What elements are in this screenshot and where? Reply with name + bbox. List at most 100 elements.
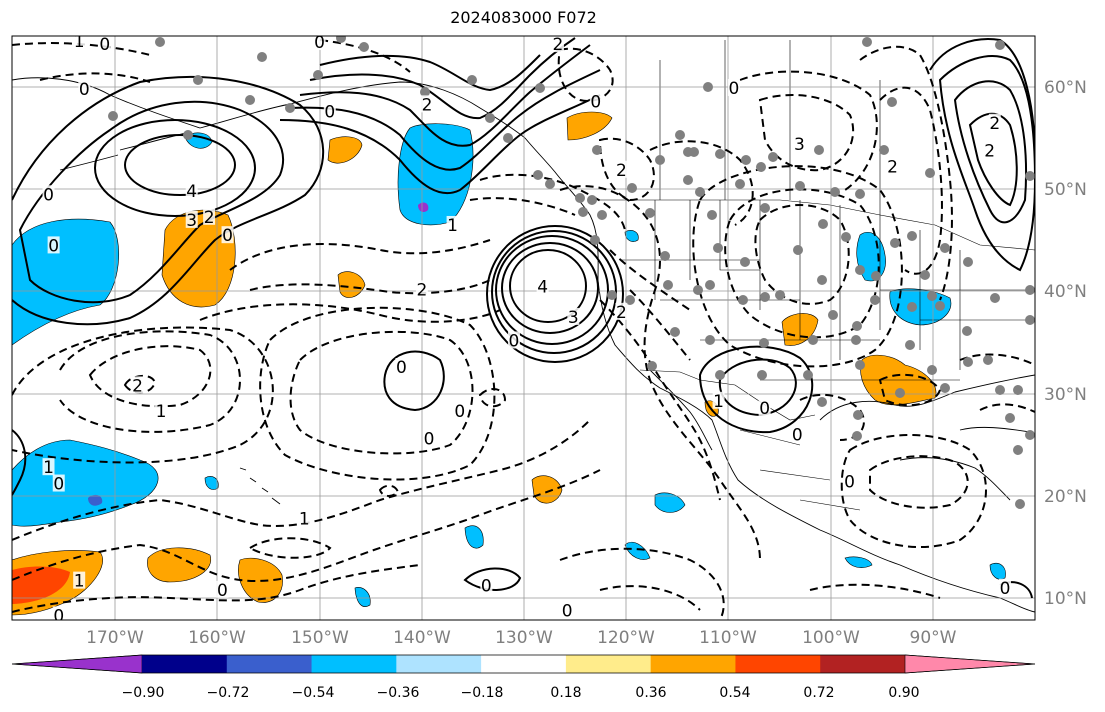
contour-label: 2 [616,161,627,181]
lat-label: 20°N [1044,487,1087,507]
colorbar-tick-label: 0.72 [803,685,834,701]
colorbar: −0.90 −0.72 −0.54 −0.36 −0.18 0.18 0.36 … [11,654,1036,701]
shade-orange-region [327,136,363,164]
contour-neg-coast [479,173,626,231]
colorbar-cell [735,655,821,673]
contour-label: 4 [186,182,197,202]
contour-label: 0 [1000,579,1011,599]
colorbar-cell [650,655,736,673]
shade-blue-region [654,492,686,513]
colorbar-tick-label: −0.36 [377,685,420,701]
contour-label: 0 [314,33,325,53]
contour-label-bg [415,280,428,298]
contour-label-bg [999,578,1012,596]
contour-label: 0 [53,475,64,495]
contour-label: 0 [844,472,855,492]
contour-label: 2 [132,376,143,396]
contour-label: 1 [74,572,85,592]
contour-neg-south [809,583,941,599]
contour-label: 1 [713,392,724,412]
contour-high-alaska [18,100,285,304]
contour-neg-north [39,72,151,83]
state-borders [620,200,1035,381]
contour-label-bg [78,80,91,98]
colorbar-outline [11,654,1036,674]
contour-label-bg [155,401,168,419]
contour-neg-north [319,39,411,73]
contour-neg-gulf [869,455,969,509]
contour-label: 1 [74,32,85,52]
contour-neg-coast [599,299,721,501]
contour-label-bg [42,458,55,476]
contour-label: 0 [792,425,803,445]
shade-blue-region [844,556,873,568]
lon-label: 110°W [699,628,757,648]
shade-blue-region [624,230,639,242]
contour-label-bg [203,207,216,225]
contour-jet-band [309,37,576,120]
shade-blue-region [464,525,484,549]
contour-neg-gulf [878,373,942,407]
contour-label-bg [98,36,111,53]
contour-label: 2 [416,280,427,300]
contour-label: 0 [729,79,740,99]
contour-jet-band [289,69,601,171]
contour-label-bg [423,429,436,447]
colorbar-tick-label: −0.54 [292,685,335,701]
colorbar-tick-label: 0.18 [550,685,581,701]
contour-label-bg [843,472,856,490]
contour-label: 0 [481,577,492,597]
colorbar-cells [11,654,1036,674]
contour-label: 0 [79,80,90,100]
hawaii-islands [239,467,281,505]
contour-neg-west [248,537,332,559]
contour-label-bg [886,157,899,175]
shade-purple-spot [418,202,429,213]
contour-label-bg [47,236,60,254]
contour-label: 0 [48,236,59,256]
contour-label-bg [73,36,86,50]
contour-neg-coast [629,289,691,361]
contour-neg-inland [754,204,850,305]
contour-label: 4 [537,277,548,297]
lat-label: 10°N [1044,589,1087,609]
contour-label: 2 [887,158,898,178]
contour-low-offshore [501,242,599,334]
contour-jet-band [319,54,541,92]
contour-label-bg [988,113,1001,131]
contour-pacific-0 [383,350,445,412]
lon-label: 100°W [802,628,860,648]
contour-label: 0 [222,226,233,246]
contour-label: 0 [562,601,573,621]
contour-label-bg [298,509,311,527]
lon-label: 150°W [291,628,349,648]
contour-high-east [938,55,1035,272]
contour-neg-coast [559,185,761,561]
contour-label: 0 [454,402,465,422]
shade-blue-region [624,541,651,560]
contour-label-bg [507,331,520,349]
contour-label: 0 [759,399,770,419]
lat-label: 50°N [1044,180,1087,200]
colorbar-tick-labels: −0.90 −0.72 −0.54 −0.36 −0.18 0.18 0.36 … [122,685,920,701]
contour-neg-pacific [478,388,507,408]
contour-label-bg [395,358,408,376]
contour-label: 1 [156,402,167,422]
contour-label: 1 [447,216,458,236]
contours-solid [12,37,1035,599]
colorbar-cell [396,655,482,673]
lon-label: 160°W [188,628,246,648]
contour-label: 2 [984,141,995,161]
lon-label: 90°W [910,628,957,648]
contour-label-bg [536,277,549,295]
contour-neg-west [12,419,591,541]
contour-high-east [953,80,1028,224]
contour-label-bg [589,92,602,110]
contour-label-bg [216,580,229,598]
contour-neg-west [12,564,421,613]
colorbar-tick-label: 0.90 [888,685,919,701]
contour-neg-inland [758,94,855,172]
contour-mex-low [698,345,814,434]
contour-label-bg [615,302,628,320]
